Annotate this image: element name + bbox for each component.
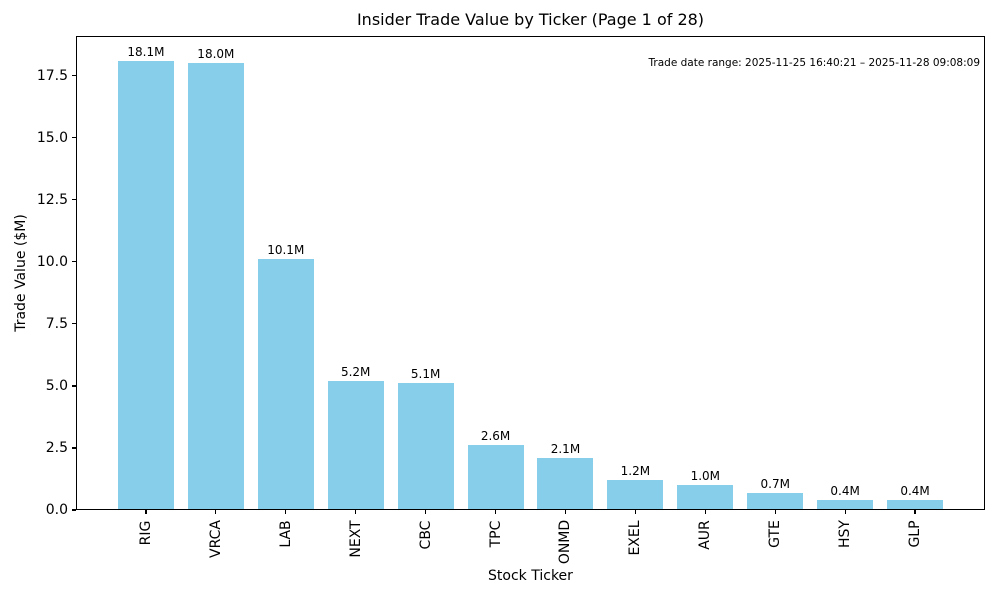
bar-value-label: 0.4M [830,484,860,499]
bar-aur [677,485,734,509]
bar-onmd [537,457,594,509]
x-tick-mark [285,510,287,514]
x-tick-label-glp: GLP [907,519,924,548]
x-tick-mark [355,510,357,514]
x-tick-label-vrca: VRCA [207,520,224,558]
chart-title: Insider Trade Value by Ticker (Page 1 of… [356,10,705,29]
x-tick-mark [914,510,916,514]
x-tick-label-hsy: HSY [837,520,854,548]
x-tick-label-lab: LAB [277,519,294,548]
bar-gte [747,492,804,509]
bar-value-label: 10.1M [267,243,305,258]
bar-value-label: 2.1M [550,441,581,456]
y-tick-label: 0.0 [45,502,68,518]
y-tick-mark [71,75,76,77]
x-tick-mark [564,510,567,514]
bar-value-label: 1.0M [690,469,721,484]
bar-exel [607,480,664,509]
y-tick-mark [71,447,76,449]
bar-value-label: 0.4M [900,484,930,499]
x-tick-label-exel: EXEL [627,519,644,556]
bar-value-label: 0.7M [760,476,790,491]
y-tick-mark [71,385,76,387]
y-tick-label: 12.5 [36,191,68,208]
x-tick-mark [215,510,217,514]
x-tick-mark [774,510,776,514]
bar-cbc [397,383,454,509]
bar-value-label: 1.2M [620,464,651,479]
x-tick-mark [494,510,497,514]
bar-lab [257,259,314,509]
y-tick-label: 7.5 [45,315,68,332]
y-tick-label: 15.0 [36,129,68,146]
x-tick-mark [145,510,147,514]
bar-rig [117,60,174,509]
x-tick-mark [634,510,636,514]
x-tick-label-rig: RIG [137,520,154,545]
y-tick-label: 2.5 [45,439,68,456]
y-axis-label: Trade Value ($M) [13,214,29,332]
y-tick-mark [71,137,76,139]
x-tick-label-tpc: TPC [487,520,504,547]
bar-tpc [467,445,524,509]
bar-value-label: 5.2M [340,364,371,379]
y-tick-mark [71,323,76,325]
y-tick-mark [71,509,76,511]
y-tick-label: 10.0 [36,253,68,270]
x-tick-label-cbc: CBC [417,520,434,549]
x-axis-label: Stock Ticker [488,568,573,584]
y-tick-label: 5.0 [45,377,68,394]
bar-value-label: 2.6M [480,429,511,444]
y-tick-label: 17.5 [36,67,68,84]
x-tick-label-onmd: ONMD [557,519,574,565]
bar-vrca [187,63,244,509]
bar-value-label: 5.1M [410,367,441,382]
y-tick-mark [71,261,76,263]
x-tick-mark [704,510,706,514]
x-tick-label-gte: GTE [767,520,784,548]
bar-value-label: 18.0M [197,47,235,62]
x-tick-label-next: NEXT [347,519,364,558]
bar-hsy [817,500,874,509]
bar-glp [887,500,944,509]
x-tick-mark [844,510,846,514]
x-tick-label-aur: AUR [697,520,714,550]
x-tick-mark [425,510,427,514]
date-range-annotation: Trade date range: 2025-11-25 16:40:21 – … [648,57,980,69]
bar-value-label: 18.1M [127,44,165,59]
bar-next [327,380,384,509]
y-tick-mark [71,199,76,201]
